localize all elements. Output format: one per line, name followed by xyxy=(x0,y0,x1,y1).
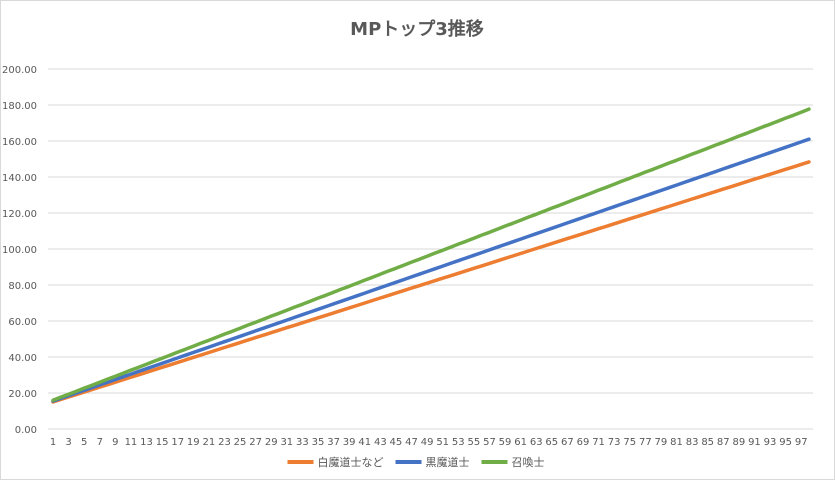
x-tick-label: 49 xyxy=(421,437,434,448)
x-tick-label: 87 xyxy=(717,437,730,448)
y-tick-label: 120.00 xyxy=(2,209,37,220)
legend-label: 白魔道士など xyxy=(318,455,384,469)
x-tick-label: 35 xyxy=(312,437,325,448)
x-tick-label: 59 xyxy=(499,437,512,448)
chart-title: MPトップ3推移 xyxy=(350,18,484,40)
x-tick-label: 65 xyxy=(545,437,558,448)
x-tick-label: 21 xyxy=(203,437,216,448)
y-tick-label: 100.00 xyxy=(2,245,37,256)
x-tick-label: 41 xyxy=(358,437,371,448)
x-tick-label: 75 xyxy=(623,437,636,448)
y-tick-label: 60.00 xyxy=(8,317,37,328)
x-tick-label: 33 xyxy=(296,437,309,448)
gridlines xyxy=(48,68,813,430)
x-tick-label: 61 xyxy=(514,437,527,448)
x-tick-label: 13 xyxy=(140,437,153,448)
legend-label: 黒魔道士 xyxy=(426,455,470,469)
x-tick-label: 83 xyxy=(686,437,699,448)
y-tick-label: 40.00 xyxy=(8,353,37,364)
x-tick-label: 39 xyxy=(343,437,356,448)
y-tick-label: 180.00 xyxy=(2,101,37,112)
y-tick-label: 0.00 xyxy=(15,425,37,436)
x-tick-label: 79 xyxy=(655,437,668,448)
x-tick-label: 43 xyxy=(374,437,387,448)
series-lines xyxy=(51,107,811,404)
x-tick-label: 27 xyxy=(249,437,262,448)
y-tick-label: 20.00 xyxy=(8,389,37,400)
x-tick-label: 5 xyxy=(81,437,87,448)
x-tick-label: 15 xyxy=(156,437,169,448)
x-tick-label: 37 xyxy=(327,437,340,448)
x-tick-label: 11 xyxy=(125,437,138,448)
x-tick-label: 31 xyxy=(280,437,293,448)
legend: 白魔道士など 黒魔道士 召喚士 xyxy=(287,455,545,469)
x-tick-label: 69 xyxy=(577,437,590,448)
x-tick-label: 1 xyxy=(50,437,56,448)
y-tick-label: 200.00 xyxy=(2,65,37,76)
y-tick-label: 80.00 xyxy=(8,281,37,292)
x-tick-label: 3 xyxy=(65,437,71,448)
x-tick-label: 51 xyxy=(436,437,449,448)
x-tick-label: 89 xyxy=(732,437,745,448)
x-tick-label: 7 xyxy=(97,437,103,448)
x-tick-label: 71 xyxy=(592,437,605,448)
x-tick-label: 57 xyxy=(483,437,496,448)
x-tick-label: 67 xyxy=(561,437,574,448)
x-tick-label: 29 xyxy=(265,437,278,448)
x-tick-label: 25 xyxy=(234,437,247,448)
x-tick-label: 55 xyxy=(467,437,480,448)
x-tick-label: 9 xyxy=(112,437,118,448)
x-tick-label: 85 xyxy=(701,437,714,448)
x-tick-label: 95 xyxy=(779,437,792,448)
legend-label: 召喚士 xyxy=(512,456,545,469)
x-tick-label: 73 xyxy=(608,437,621,448)
x-tick-label: 81 xyxy=(670,437,683,448)
y-tick-label: 140.00 xyxy=(2,173,37,184)
x-tick-label: 47 xyxy=(405,437,418,448)
x-tick-label: 19 xyxy=(187,437,200,448)
x-tick-label: 23 xyxy=(218,437,231,448)
series-line xyxy=(51,137,811,403)
x-tick-label: 45 xyxy=(390,437,403,448)
x-tick-label: 63 xyxy=(530,437,543,448)
x-tick-label: 17 xyxy=(171,437,184,448)
y-tick-label: 160.00 xyxy=(2,137,37,148)
y-axis-ticks: 0.00 20.00 40.00 60.00 80.00 100.00 120.00 140.… xyxy=(2,65,37,436)
x-tick-label: 97 xyxy=(795,437,808,448)
x-tick-label: 91 xyxy=(748,437,761,448)
series-line xyxy=(51,107,811,402)
x-axis-ticks: 1 3 5 7 9 11 13 15 17 19 21 23 25 27 29 31 33 35 37 39 41 43 4… xyxy=(50,437,808,448)
x-tick-label: 77 xyxy=(639,437,652,448)
x-tick-label: 53 xyxy=(452,437,465,448)
x-tick-label: 93 xyxy=(764,437,777,448)
series-line xyxy=(51,160,811,404)
